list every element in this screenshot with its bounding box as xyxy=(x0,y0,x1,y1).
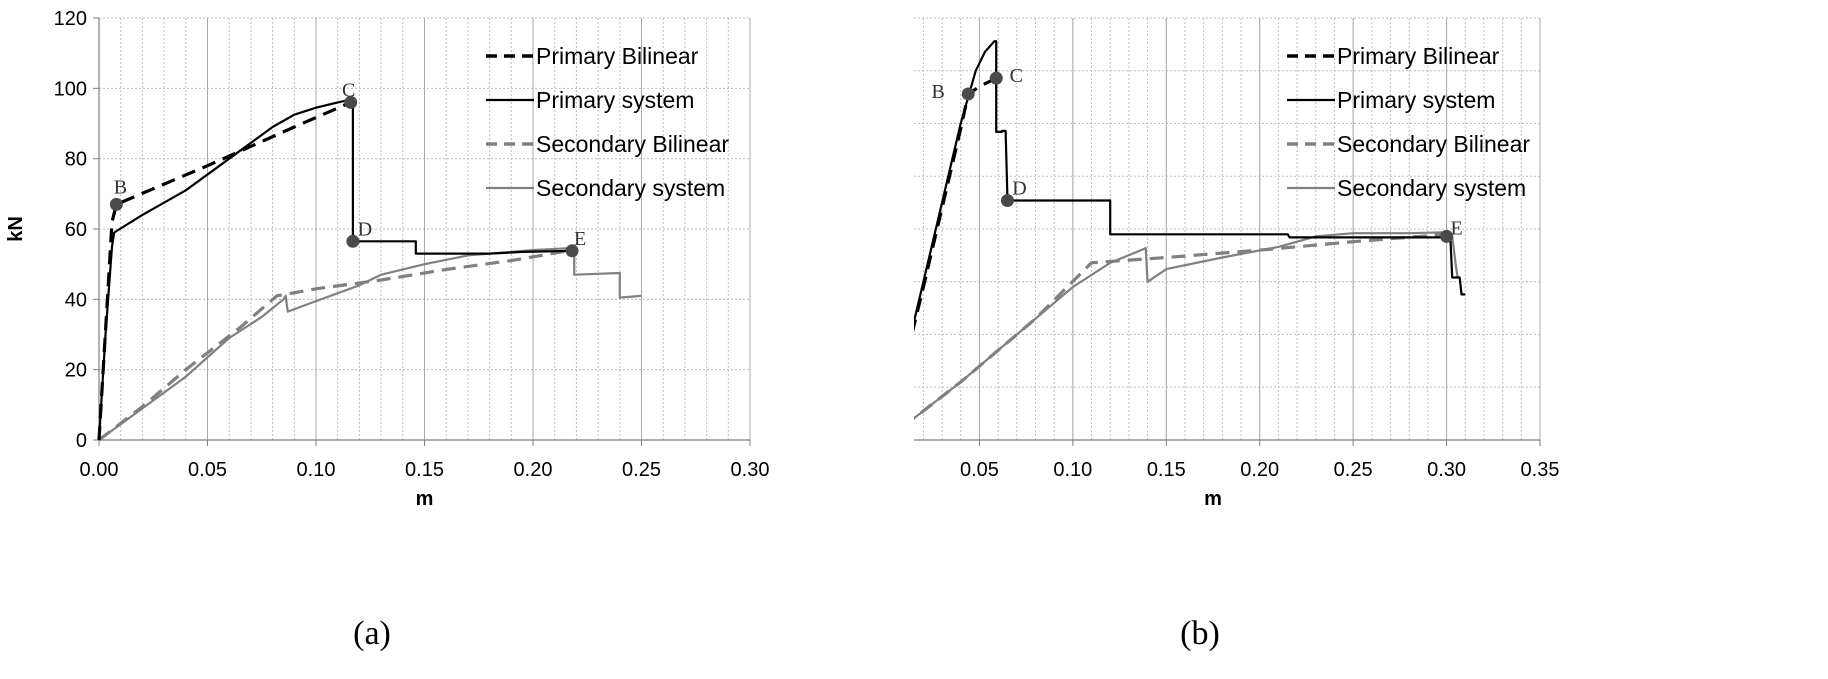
point-label-e: E xyxy=(1450,217,1462,239)
x-tick-label: 0.20 xyxy=(514,459,553,481)
x-tick-label: 0.05 xyxy=(960,459,999,481)
x-axis-title: m xyxy=(416,488,434,510)
point-label-c: C xyxy=(342,79,355,101)
series-line-primary-bilinear xyxy=(97,100,352,441)
legend: Primary Bilinear Primary system Secondary … xyxy=(1287,43,1530,201)
chart-panel-b: 05101520253035400.000.050.100.150.200.25… xyxy=(914,0,1828,679)
x-tick-label: 0.30 xyxy=(731,459,770,481)
legend-label-secondary-bilinear: Secondary Bilinear xyxy=(1337,131,1530,157)
point-marker-c xyxy=(989,71,1003,85)
series-line-primary-system xyxy=(914,40,1466,327)
y-tick-label: 80 xyxy=(65,149,87,171)
y-tick-label: 40 xyxy=(65,289,87,311)
x-tick-label: 0.20 xyxy=(1240,459,1279,481)
legend-label-primary-bilinear: Primary Bilinear xyxy=(1337,43,1500,69)
x-tick-label: 0.30 xyxy=(1427,459,1466,481)
series-group xyxy=(97,99,642,442)
point-marker-b xyxy=(961,87,975,101)
point-marker-c xyxy=(344,95,358,109)
chart-caption: (b) xyxy=(1180,615,1220,652)
series-line-secondary-bilinear xyxy=(914,232,1447,421)
point-label-d: D xyxy=(1012,178,1026,200)
x-tick-label: 0.15 xyxy=(1147,459,1186,481)
y-tick-label: 100 xyxy=(54,78,87,100)
point-label-b: B xyxy=(932,81,945,103)
series-line-primary-system xyxy=(97,99,573,441)
chart-b-svg: 05101520253035400.000.050.100.150.200.25… xyxy=(914,17,1560,652)
x-tick-label: 0.25 xyxy=(1334,459,1373,481)
point-marker-e xyxy=(1440,229,1454,243)
chart-caption: (a) xyxy=(353,615,391,652)
x-tick-label: 0.05 xyxy=(188,459,227,481)
grid xyxy=(914,17,1541,440)
legend-label-primary-system: Primary system xyxy=(1337,87,1495,113)
series-line-secondary-bilinear xyxy=(98,248,573,442)
point-label-b: B xyxy=(114,176,127,198)
legend: Primary Bilinear Primary system Secondary … xyxy=(486,43,729,201)
x-tick-label: 0.00 xyxy=(80,459,119,481)
point-label-c: C xyxy=(1010,65,1023,87)
legend-label-secondary-system: Secondary system xyxy=(536,175,725,201)
legend-label-primary-system: Primary system xyxy=(536,87,694,113)
legend-label-secondary-system: Secondary system xyxy=(1337,175,1526,201)
x-tick-label: 0.35 xyxy=(1521,459,1560,481)
point-marker-e xyxy=(565,244,579,258)
y-tick-label: 20 xyxy=(65,360,87,382)
x-tick-label: 0.15 xyxy=(405,459,444,481)
point-marker-d xyxy=(346,234,360,248)
chart-panel-a: 0 20 40 60 80 100 120 0.00 0.05 0.10 0.15 0.20 0.25 0… xyxy=(5,8,770,652)
series-line-secondary-system xyxy=(98,247,642,441)
point-marker-b xyxy=(109,197,123,211)
x-axis-title: m xyxy=(1204,488,1222,510)
x-tick-label: 0.10 xyxy=(297,459,336,481)
y-axis-title: kN xyxy=(5,216,27,242)
series-line-secondary-system xyxy=(914,231,1459,420)
point-marker-d xyxy=(1000,194,1014,208)
chart-a-svg: 0 20 40 60 80 100 120 0.00 0.05 0.10 0.15 0.20 0.25 0… xyxy=(5,8,770,652)
series-line-primary-bilinear xyxy=(914,76,997,333)
y-tick-label: 60 xyxy=(65,219,87,241)
x-tick-label: 0.25 xyxy=(622,459,661,481)
point-label-e: E xyxy=(574,228,586,250)
y-tick-label: 0 xyxy=(76,430,87,452)
grid xyxy=(98,17,751,440)
y-tick-label: 120 xyxy=(54,8,87,30)
legend-label-primary-bilinear: Primary Bilinear xyxy=(536,43,699,69)
point-label-d: D xyxy=(358,218,372,240)
legend-label-secondary-bilinear: Secondary Bilinear xyxy=(536,131,729,157)
x-tick-label: 0.10 xyxy=(1053,459,1092,481)
